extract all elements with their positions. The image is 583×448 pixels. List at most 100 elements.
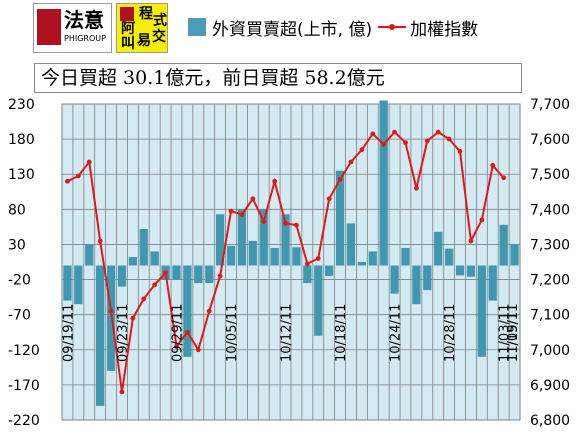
index-point	[490, 163, 496, 168]
index-point	[381, 141, 387, 147]
index-point	[195, 347, 201, 353]
net-buy-bar	[237, 209, 247, 266]
index-point	[294, 222, 299, 228]
right-axis-tick-label: 7,700	[530, 97, 570, 113]
left-axis-tick-label: -170	[8, 378, 40, 394]
index-point	[348, 159, 354, 165]
net-buy-bar	[335, 170, 345, 266]
x-axis-date-label: 11/03/11	[498, 304, 513, 362]
net-buy-bar	[128, 257, 138, 266]
index-point	[370, 131, 376, 137]
index-point	[261, 219, 267, 225]
net-buy-bar	[215, 214, 225, 266]
index-point	[65, 178, 70, 184]
index-point	[315, 256, 321, 261]
index-point	[272, 178, 278, 184]
left-axis-tick-label: 180	[8, 132, 35, 148]
index-point	[97, 238, 103, 244]
index-point	[185, 329, 190, 335]
program-trading-logo-char: 式	[153, 13, 167, 29]
program-trading-logo-char: 叫	[121, 36, 135, 52]
index-point	[217, 273, 223, 279]
left-axis-tick-label: 230	[8, 97, 35, 113]
net-buy-bar	[466, 265, 476, 277]
index-point	[152, 282, 158, 288]
right-axis-tick-label: 7,300	[530, 237, 570, 253]
index-point	[130, 315, 136, 321]
x-axis-date-label: 10/24/11	[389, 304, 404, 362]
net-buy-bar	[194, 265, 203, 284]
summary-text: 今日買超 30.1億元，前日買超 58.2億元	[34, 63, 522, 93]
net-buy-bar	[226, 245, 236, 266]
net-buy-bar	[423, 265, 432, 291]
net-buy-bar	[325, 265, 334, 277]
index-point	[108, 308, 114, 314]
right-axis-tick-label: 7,500	[530, 167, 570, 183]
right-axis-tick-label: 6,900	[530, 378, 570, 394]
net-buy-bar	[488, 265, 497, 301]
left-axis-tick-label: 80	[8, 202, 26, 218]
index-point	[446, 136, 452, 142]
net-buy-bar	[117, 265, 127, 287]
net-buy-bar	[183, 265, 192, 357]
x-axis-date-label: 10/28/11	[443, 304, 458, 362]
net-buy-bar	[96, 265, 105, 406]
index-point	[174, 343, 179, 349]
net-buy-bar	[412, 265, 421, 305]
net-buy-bar	[172, 265, 181, 280]
net-buy-bar	[357, 262, 367, 266]
net-buy-bar	[346, 223, 356, 266]
legend-line-swatch	[378, 22, 407, 32]
right-axis-tick-label: 7,100	[530, 308, 570, 324]
right-axis-tick-label: 7,200	[530, 273, 570, 289]
net-buy-bar	[401, 247, 410, 266]
index-point	[424, 138, 430, 144]
net-buy-bar	[74, 265, 83, 305]
x-axis-date-label: 09/23/11	[116, 304, 131, 362]
legend-bar-label: 外資買賣超(上市, 億)	[212, 19, 373, 40]
net-buy-bar	[510, 244, 519, 266]
legend-line-label: 加權指數	[410, 19, 479, 40]
net-buy-bar	[390, 265, 399, 294]
net-buy-bar	[434, 231, 443, 266]
x-axis-date-label: 10/18/11	[334, 304, 349, 362]
index-point	[163, 270, 168, 275]
index-point	[206, 308, 212, 314]
net-buy-bar	[477, 265, 486, 357]
chart-legend: 外資買賣超(上市, 億) 加權指數	[188, 14, 478, 40]
index-point	[304, 261, 310, 267]
right-axis-tick-label: 7,000	[530, 343, 570, 359]
left-axis-tick-label: 130	[8, 167, 35, 183]
net-buy-bar	[281, 214, 290, 266]
index-point	[75, 173, 81, 179]
net-buy-bar	[368, 251, 377, 266]
index-point	[457, 149, 463, 154]
net-buy-bar	[150, 251, 159, 266]
legend-bar-swatch	[188, 18, 206, 36]
program-trading-logo-char: 阿	[121, 21, 135, 37]
program-trading-logo-char: 交	[152, 29, 166, 45]
index-point	[337, 177, 343, 182]
phigroup-logo: 法意 PHIGROUP	[33, 3, 112, 53]
index-point	[468, 238, 474, 244]
index-point	[326, 196, 332, 202]
net-buy-bar	[314, 265, 323, 336]
index-point	[435, 129, 441, 135]
net-buy-bar	[270, 247, 279, 266]
phigroup-logo-subtext: PHIGROUP	[64, 34, 106, 43]
x-axis-date-label: 09/19/11	[61, 304, 76, 362]
index-point	[141, 296, 147, 302]
index-point	[392, 129, 397, 135]
index-point	[403, 140, 408, 146]
index-point	[239, 212, 245, 218]
net-buy-bar	[444, 248, 454, 266]
right-axis-tick-label: 7,600	[530, 132, 570, 148]
net-buy-bar	[303, 265, 312, 284]
phigroup-logo-text: 法意	[64, 8, 104, 32]
index-point	[479, 217, 485, 223]
index-point	[250, 196, 256, 202]
x-axis-date-label: 11/09/11	[506, 304, 521, 362]
index-point	[359, 147, 365, 153]
program-trading-logo-mark-icon	[120, 7, 134, 21]
index-point	[283, 220, 288, 226]
